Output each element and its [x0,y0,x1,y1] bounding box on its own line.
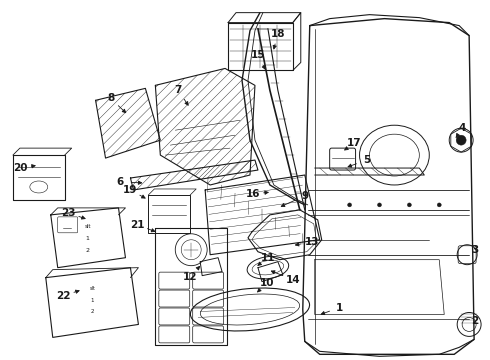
Text: 10: 10 [260,278,274,288]
Text: 3: 3 [471,245,479,255]
Text: 23: 23 [61,208,76,218]
Text: 7: 7 [174,85,182,95]
Text: 6: 6 [117,177,124,187]
Text: 17: 17 [347,138,362,148]
Text: 4: 4 [459,123,466,133]
Text: 14: 14 [286,275,300,285]
Text: 1: 1 [91,297,95,302]
Circle shape [407,203,412,207]
Text: 5: 5 [363,155,370,165]
Text: 13: 13 [304,237,319,247]
Text: 12: 12 [183,272,197,282]
Text: 22: 22 [56,291,71,301]
Text: 8: 8 [107,93,114,103]
Text: 21: 21 [130,220,145,230]
Text: 11: 11 [261,253,275,263]
Text: slt: slt [90,285,96,291]
Circle shape [456,135,466,145]
Circle shape [347,203,352,207]
Text: 20: 20 [14,163,28,173]
Circle shape [377,203,382,207]
Text: 2: 2 [86,248,90,253]
Text: 15: 15 [251,50,265,60]
Text: slt: slt [84,224,91,229]
Text: 2: 2 [471,316,479,327]
Text: 18: 18 [270,28,285,39]
Circle shape [437,203,441,207]
Text: 1: 1 [336,302,343,312]
Text: 2: 2 [91,310,95,315]
Text: 9: 9 [301,191,308,201]
Text: 19: 19 [123,185,138,195]
Text: 16: 16 [245,189,260,199]
Text: 1: 1 [86,236,90,241]
